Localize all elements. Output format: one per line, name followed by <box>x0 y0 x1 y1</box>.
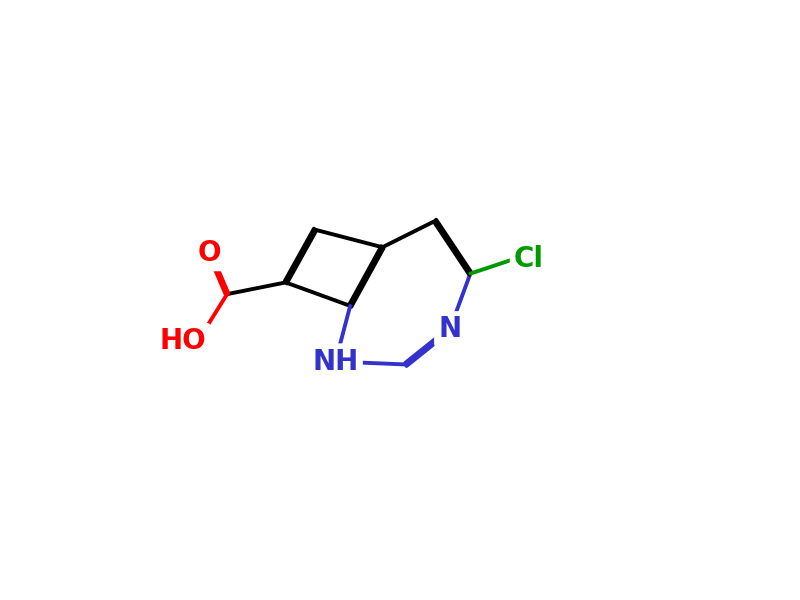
Text: HO: HO <box>160 327 206 355</box>
Text: N: N <box>438 316 462 343</box>
Text: NH: NH <box>313 347 358 376</box>
Text: Cl: Cl <box>514 245 544 273</box>
Text: O: O <box>198 239 222 267</box>
